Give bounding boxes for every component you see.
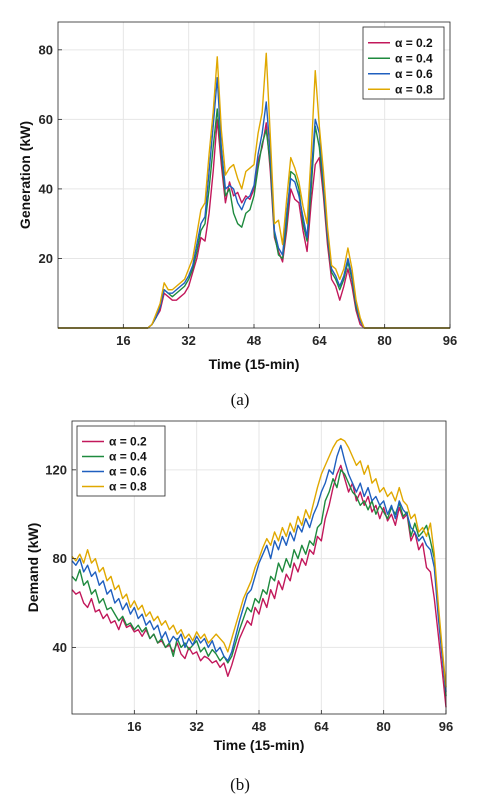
chart-0-legend-label-1: α = 0.4 bbox=[395, 51, 433, 65]
chart-0-caption: (a) bbox=[231, 390, 250, 409]
chart-0-ytick-label-0: 20 bbox=[39, 251, 53, 266]
chart-0-xtick-label-5: 96 bbox=[443, 333, 457, 348]
generation-chart: 16 32 48 64 80 96 20 40 60 80 Time (15-min) Generat… bbox=[17, 21, 457, 409]
chart-1-ytick-label-1: 80 bbox=[53, 551, 67, 566]
chart-1-series-line-1 bbox=[71, 469, 447, 697]
chart-1-legend-label-2: α = 0.6 bbox=[109, 465, 147, 479]
chart-1-legend-box bbox=[76, 425, 166, 497]
chart-1-legend-label-1: α = 0.4 bbox=[109, 450, 147, 464]
chart-1-series-line-0 bbox=[71, 464, 447, 708]
chart-1-xlabel: Time (15-min) bbox=[214, 737, 305, 753]
chart-0-ylabel: Generation (kW) bbox=[17, 121, 33, 229]
chart-0-xtick-label-2: 48 bbox=[247, 333, 261, 348]
chart-1-ytick-label-2: 120 bbox=[45, 462, 67, 477]
demand-chart: 16 32 48 64 80 96 40 80 120 Time (15-min) Demand (… bbox=[25, 420, 453, 794]
chart-1-ylabel: Demand (kW) bbox=[25, 523, 41, 612]
chart-0-xtick-label-1: 32 bbox=[181, 333, 195, 348]
chart-0-series-line-3 bbox=[58, 52, 450, 329]
chart-0-xlabel: Time (15-min) bbox=[209, 356, 300, 372]
chart-1-series-line-2 bbox=[71, 444, 447, 692]
chart-0-ytick-label-1: 40 bbox=[39, 181, 53, 196]
chart-1-xtick-label-1: 32 bbox=[189, 719, 203, 734]
chart-0-xtick-label-0: 16 bbox=[116, 333, 130, 348]
chart-1-legend-label-3: α = 0.8 bbox=[109, 480, 147, 494]
chart-0-legend-label-0: α = 0.2 bbox=[395, 36, 433, 50]
chart-1-ytick-label-0: 40 bbox=[53, 640, 67, 655]
chart-1-xtick-label-3: 64 bbox=[314, 719, 329, 734]
chart-0-legend-box bbox=[362, 26, 445, 100]
chart-1-xtick-label-4: 80 bbox=[376, 719, 390, 734]
chart-0-xtick-label-3: 64 bbox=[312, 333, 327, 348]
chart-1-xtick-label-0: 16 bbox=[127, 719, 141, 734]
chart-0-legend-label-2: α = 0.6 bbox=[395, 67, 433, 81]
chart-1-xtick-label-2: 48 bbox=[252, 719, 266, 734]
chart-0-series-line-0 bbox=[58, 118, 450, 329]
chart-1-caption: (b) bbox=[230, 775, 250, 794]
chart-0-ytick-label-3: 80 bbox=[39, 42, 53, 57]
chart-0-ytick-label-2: 60 bbox=[39, 112, 53, 127]
chart-1-xtick-label-5: 96 bbox=[439, 719, 453, 734]
chart-0-legend-label-3: α = 0.8 bbox=[395, 82, 433, 96]
chart-1-series-line-3 bbox=[71, 438, 447, 688]
chart-1-legend-label-0: α = 0.2 bbox=[109, 435, 147, 449]
chart-0-xtick-label-4: 80 bbox=[377, 333, 391, 348]
